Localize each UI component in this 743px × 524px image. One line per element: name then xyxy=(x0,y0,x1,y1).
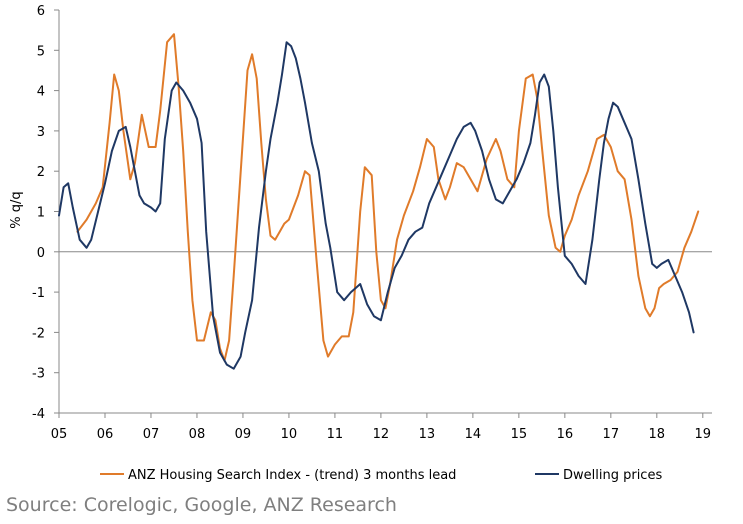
y-tick-label: -4 xyxy=(32,407,45,422)
y-tick-label: 1 xyxy=(37,206,45,221)
x-tick-label: 07 xyxy=(143,427,160,442)
y-tick-label: 4 xyxy=(37,85,45,100)
y-tick-label: -3 xyxy=(32,367,45,382)
x-tick-label: 06 xyxy=(97,427,114,442)
x-tick-label: 18 xyxy=(649,427,666,442)
x-tick-label: 15 xyxy=(511,427,528,442)
y-tick-label: 3 xyxy=(37,125,45,140)
x-tick-group: 05 06 07 08 09 10 11 12 13 14 15 16 17 18 19 xyxy=(51,413,711,442)
x-tick-label: 17 xyxy=(603,427,620,442)
axes xyxy=(58,10,712,414)
x-tick-label: 11 xyxy=(327,427,344,442)
x-tick-label: 09 xyxy=(235,427,252,442)
dwelling-prices-line xyxy=(58,41,695,370)
x-tick-label: 05 xyxy=(51,427,68,442)
legend-item-search-index: ANZ Housing Search Index - (trend) 3 mon… xyxy=(100,468,456,483)
x-tick-label: 12 xyxy=(373,427,390,442)
series-group xyxy=(58,33,700,370)
legend: ANZ Housing Search Index - (trend) 3 mon… xyxy=(100,468,662,483)
search-index-line xyxy=(76,33,700,362)
y-tick-label: -1 xyxy=(32,286,45,301)
legend-label-dwelling-prices: Dwelling prices xyxy=(563,468,662,483)
y-axis-label: % q/q xyxy=(9,191,24,228)
y-tick-label: 5 xyxy=(37,44,45,59)
x-tick-label: 08 xyxy=(189,427,206,442)
y-tick-label: 2 xyxy=(37,165,45,180)
x-tick-label: 14 xyxy=(465,427,482,442)
x-tick-label: 16 xyxy=(557,427,574,442)
legend-label-search-index: ANZ Housing Search Index - (trend) 3 mon… xyxy=(128,468,456,483)
legend-item-dwelling-prices: Dwelling prices xyxy=(535,468,662,483)
y-tick-label: 0 xyxy=(37,246,45,261)
y-tick-label: -2 xyxy=(32,326,45,341)
x-tick-label: 13 xyxy=(419,427,436,442)
source-note: Source: Corelogic, Google, ANZ Research xyxy=(6,494,397,516)
x-tick-label: 19 xyxy=(695,427,712,442)
y-tick-label: 6 xyxy=(37,4,45,19)
y-tick-group: 6 5 4 3 2 1 0 -1 -2 -3 -4 xyxy=(32,4,59,422)
x-tick-label: 10 xyxy=(281,427,298,442)
